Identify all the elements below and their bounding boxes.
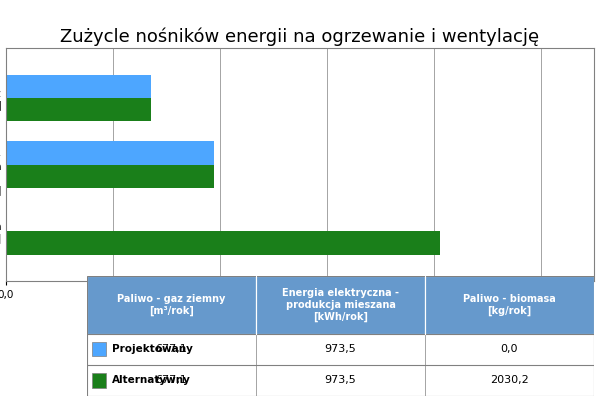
Text: Projektowany: Projektowany: [112, 344, 193, 354]
FancyBboxPatch shape: [256, 276, 425, 334]
Text: 677,1: 677,1: [155, 375, 187, 386]
Bar: [6, 141, 214, 165]
Bar: [6, 98, 151, 121]
FancyBboxPatch shape: [425, 276, 594, 334]
Bar: [6, 165, 214, 188]
Text: Paliwo - biomasa
[kg/rok]: Paliwo - biomasa [kg/rok]: [463, 294, 556, 316]
Bar: [6, 231, 440, 255]
FancyBboxPatch shape: [92, 342, 106, 356]
Text: 973,5: 973,5: [325, 375, 356, 386]
Text: Zużycle nośników energii na ogrzewanie i wentylację: Zużycle nośników energii na ogrzewanie i…: [61, 28, 539, 46]
FancyBboxPatch shape: [87, 276, 256, 334]
FancyBboxPatch shape: [92, 373, 106, 388]
Text: 973,5: 973,5: [325, 344, 356, 354]
Text: 0,0: 0,0: [501, 344, 518, 354]
Text: Energia elektryczna -
produkcja mieszana
[kWh/rok]: Energia elektryczna - produkcja mieszana…: [282, 288, 399, 322]
Bar: [6, 75, 151, 98]
FancyBboxPatch shape: [87, 334, 594, 365]
Text: 677,1: 677,1: [155, 344, 187, 354]
Text: Paliwo - gaz ziemny
[m³/rok]: Paliwo - gaz ziemny [m³/rok]: [118, 294, 226, 316]
Text: Alternatywny: Alternatywny: [112, 375, 191, 386]
Text: 2030,2: 2030,2: [490, 375, 529, 386]
FancyBboxPatch shape: [87, 365, 594, 396]
